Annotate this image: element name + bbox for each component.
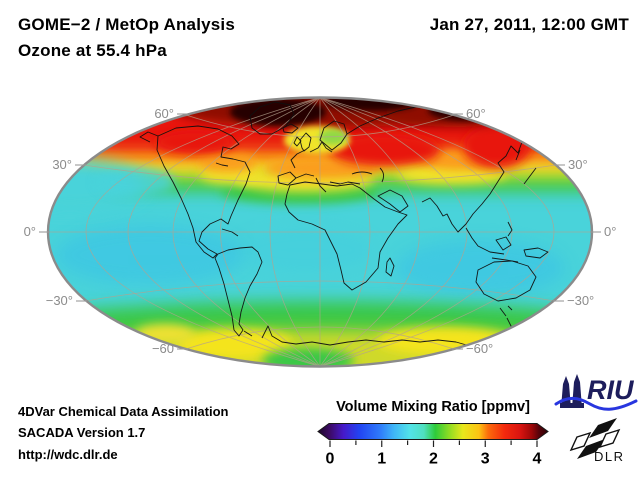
lat-label-30s-left: −30° [46,293,73,308]
dlr-logo-text: DLR [594,449,625,464]
colorbar-tick-1: 1 [377,451,386,468]
lat-label-60n-left: 60° [154,106,174,121]
footer-version-label: SACADA Version 1.7 [18,425,146,440]
colorbar-ticks [329,440,538,447]
dlr-wing-icon [589,418,617,438]
riu-logo-text: RIU [587,375,635,405]
footer-assimilation-label: 4DVar Chemical Data Assimilation [18,404,229,419]
colorbar-tick-4: 4 [533,451,542,468]
colorbar-tick-3: 3 [481,451,490,468]
lat-label-60n-right: 60° [466,106,486,121]
colorbar-tick-0: 0 [326,451,335,468]
lat-label-30n-right: 30° [568,157,588,172]
lat-label-0-left: 0° [24,224,36,239]
colorbar-title: Volume Mixing Ratio [ppmv] [336,399,530,415]
graticule-lines [48,97,592,367]
latitude-labels: 60° 30° 0° −30° −60 60° 30° 0° −30° −60° [24,106,617,356]
timestamp-label: Jan 27, 2011, 12:00 GMT [429,15,629,34]
lat-label-60s-right: −60° [466,341,493,356]
lat-label-30s-right: −30° [567,293,594,308]
lat-label-60s-left: −60 [152,341,174,356]
lat-label-30n-left: 30° [52,157,72,172]
dlr-logo: DLR [569,418,625,464]
colorbar-tick-2: 2 [429,451,438,468]
figure-title-line1: GOME−2 / MetOp Analysis [18,15,236,34]
riu-logo: RIU [554,374,638,411]
lat-label-0-right: 0° [604,224,616,239]
riu-wave-icon [554,396,638,411]
latitude-ticks [39,113,601,350]
colorbar-gradient [317,423,549,440]
footer-url-label: http://wdc.dlr.de [18,447,118,462]
colorbar-tick-labels: 0 1 2 3 4 [326,451,542,468]
figure-title-line2: Ozone at 55.4 hPa [18,41,167,60]
